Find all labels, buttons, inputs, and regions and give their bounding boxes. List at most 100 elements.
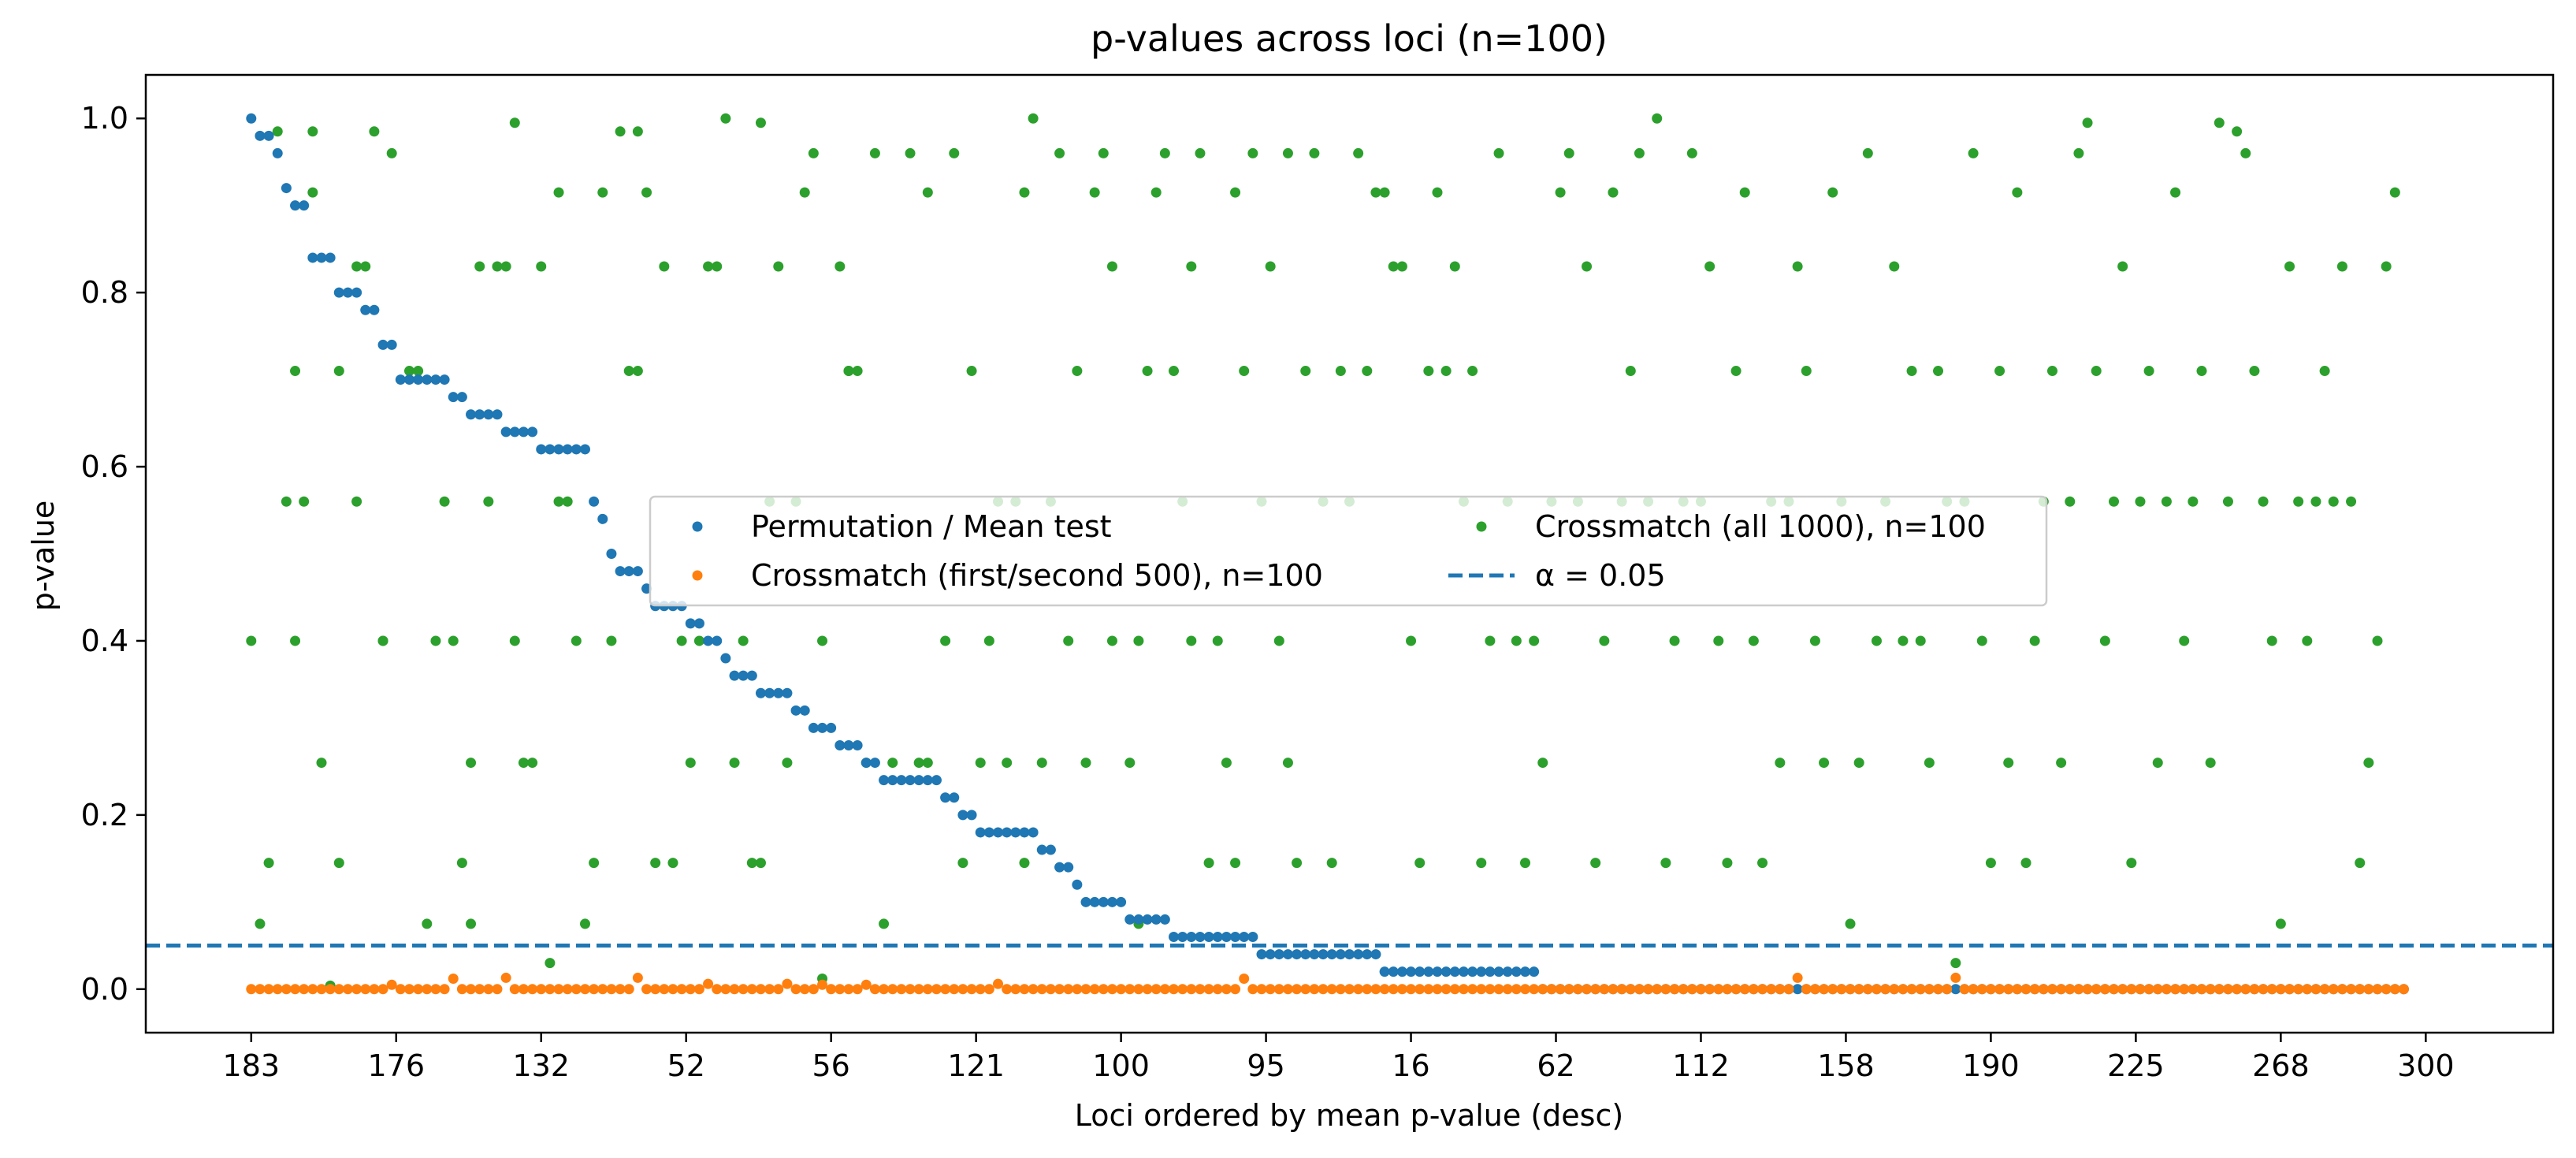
permutation-point <box>456 392 467 403</box>
crossmatch-all-point <box>632 366 643 377</box>
crossmatch-split-point <box>2196 984 2207 995</box>
crossmatch-split-point <box>949 984 960 995</box>
crossmatch-all-point <box>1889 261 1900 272</box>
crossmatch-all-point <box>439 496 450 507</box>
crossmatch-split-point <box>773 984 784 995</box>
permutation-point <box>307 252 318 263</box>
crossmatch-all-point <box>1862 147 1873 158</box>
crossmatch-all-point <box>1406 635 1417 646</box>
crossmatch-all-point <box>966 366 977 377</box>
crossmatch-all-point <box>290 635 301 646</box>
permutation-point <box>1335 949 1346 960</box>
crossmatch-all-point <box>1511 635 1522 646</box>
permutation-point <box>746 670 757 681</box>
crossmatch-all-point <box>1449 261 1460 272</box>
y-tick-label: 0.4 <box>81 624 128 658</box>
crossmatch-all-point <box>2389 187 2400 198</box>
permutation-point <box>536 444 547 455</box>
crossmatch-split-point <box>1809 984 1820 995</box>
permutation-point <box>1529 966 1540 977</box>
crossmatch-split-point <box>1643 984 1654 995</box>
permutation-point <box>1432 966 1443 977</box>
crossmatch-split-point <box>983 984 994 995</box>
crossmatch-split-point <box>1695 984 1706 995</box>
crossmatch-all-point <box>1493 147 1504 158</box>
crossmatch-all-point <box>922 758 933 769</box>
crossmatch-all-point <box>1019 187 1030 198</box>
crossmatch-split-point <box>2293 984 2304 995</box>
permutation-point <box>325 252 336 263</box>
crossmatch-all-point <box>1739 187 1750 198</box>
crossmatch-split-point <box>351 984 362 995</box>
crossmatch-split-point <box>1994 984 2005 995</box>
crossmatch-split-point <box>1379 984 1390 995</box>
crossmatch-split-point <box>764 984 775 995</box>
crossmatch-split-point <box>685 984 696 995</box>
crossmatch-split-point <box>1256 984 1267 995</box>
crossmatch-all-point <box>1273 635 1284 646</box>
crossmatch-split-point <box>703 978 714 989</box>
crossmatch-all-point <box>1063 635 1074 646</box>
crossmatch-split-point <box>2038 984 2049 995</box>
crossmatch-split-point <box>1458 984 1469 995</box>
crossmatch-split-point <box>1529 984 1540 995</box>
permutation-point <box>869 758 880 769</box>
permutation-point <box>1186 932 1197 942</box>
legend-entry-label: Permutation / Mean test <box>751 509 1112 544</box>
permutation-point <box>333 287 344 298</box>
crossmatch-all-point <box>1072 366 1083 377</box>
crossmatch-all-point <box>360 261 371 272</box>
crossmatch-split-point <box>1063 984 1074 995</box>
x-tick-label: 176 <box>367 1048 425 1083</box>
crossmatch-split-point <box>255 984 266 995</box>
permutation-point <box>1476 966 1487 977</box>
crossmatch-all-point <box>1106 261 1117 272</box>
crossmatch-split-point <box>2099 984 2110 995</box>
crossmatch-all-point <box>377 635 388 646</box>
crossmatch-split-point <box>483 984 494 995</box>
crossmatch-all-point <box>1019 858 1030 869</box>
crossmatch-split-point <box>1089 984 1100 995</box>
crossmatch-split-point <box>957 984 968 995</box>
crossmatch-all-point <box>413 366 424 377</box>
permutation-point <box>861 758 872 769</box>
crossmatch-all-point <box>2065 496 2076 507</box>
crossmatch-split-point <box>808 984 819 995</box>
legend-entry-label: Crossmatch (first/second 500), n=100 <box>751 558 1323 593</box>
crossmatch-split-point <box>1098 984 1109 995</box>
crossmatch-split-point <box>1309 984 1320 995</box>
crossmatch-split-point <box>1186 984 1197 995</box>
crossmatch-all-point <box>957 858 968 869</box>
crossmatch-split-point <box>1959 984 1970 995</box>
crossmatch-split-point <box>1476 984 1487 995</box>
crossmatch-all-point <box>1924 758 1935 769</box>
permutation-point <box>817 722 828 733</box>
crossmatch-split-point <box>545 984 556 995</box>
crossmatch-split-point <box>1871 984 1882 995</box>
crossmatch-split-point <box>1616 984 1627 995</box>
crossmatch-split-point <box>2126 984 2137 995</box>
crossmatch-split-point <box>755 984 766 995</box>
crossmatch-split-point <box>2117 984 2128 995</box>
permutation-point <box>316 252 327 263</box>
permutation-point <box>527 426 538 438</box>
crossmatch-split-point <box>2214 984 2225 995</box>
crossmatch-split-point <box>650 984 661 995</box>
crossmatch-split-point <box>1511 984 1522 995</box>
crossmatch-all-point <box>316 758 327 769</box>
crossmatch-all-point <box>2188 496 2199 507</box>
crossmatch-all-point <box>562 496 573 507</box>
crossmatch-split-point <box>1915 984 1926 995</box>
crossmatch-all-point <box>1195 147 1206 158</box>
permutation-point <box>799 705 810 716</box>
crossmatch-all-point <box>949 147 960 158</box>
crossmatch-all-point <box>2355 858 2366 869</box>
crossmatch-all-point <box>2099 635 2110 646</box>
crossmatch-split-point <box>579 984 590 995</box>
crossmatch-split-point <box>386 979 397 990</box>
crossmatch-all-point <box>2073 147 2084 158</box>
crossmatch-all-point <box>1819 758 1830 769</box>
crossmatch-split-point <box>456 984 467 995</box>
crossmatch-all-point <box>553 187 564 198</box>
